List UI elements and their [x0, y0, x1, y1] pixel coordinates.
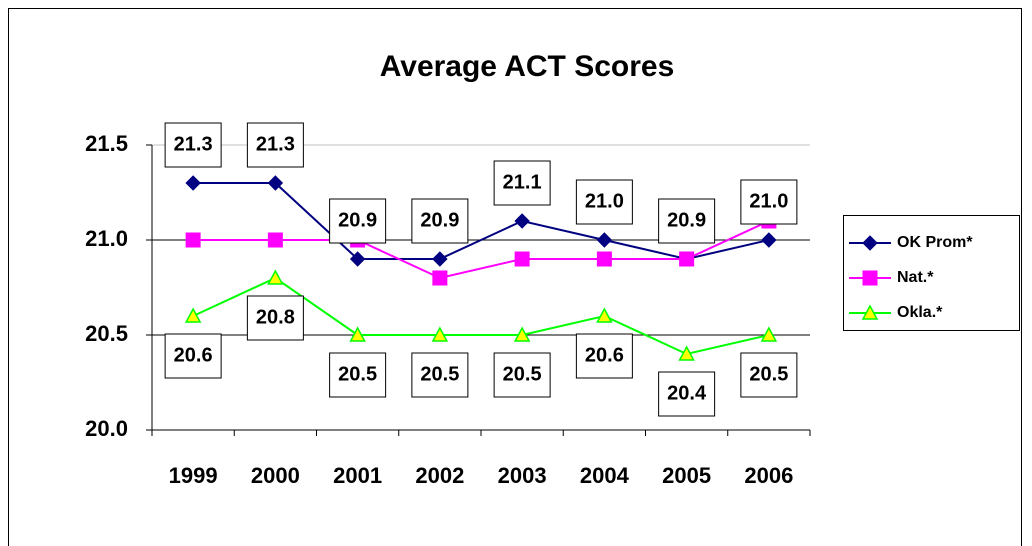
data-point: [267, 175, 284, 191]
x-tick-label: 2002: [415, 463, 464, 488]
legend-marker: [862, 270, 878, 286]
data-point: [513, 326, 531, 342]
x-tick-label: 1999: [169, 463, 218, 488]
x-tick-label: 2003: [498, 463, 547, 488]
data-point: [679, 251, 695, 267]
data-label-box: [411, 198, 469, 244]
data-point: [678, 345, 695, 361]
data-label: 20.5: [503, 363, 542, 385]
data-label-box: [740, 179, 798, 225]
data-point: [432, 251, 448, 267]
data-label-box: [575, 179, 633, 225]
x-tick-label: 2005: [662, 463, 711, 488]
chart-title: Average ACT Scores: [380, 50, 675, 83]
x-tick-label: 2001: [333, 463, 382, 488]
data-point: [514, 213, 530, 229]
data-point: [267, 269, 284, 285]
data-label: 20.5: [338, 363, 377, 385]
data-point: [760, 326, 778, 342]
data-label-box: [493, 352, 551, 398]
data-label: 21.3: [174, 133, 213, 155]
legend-label: Okla.*: [897, 304, 943, 321]
data-label: 20.9: [420, 209, 459, 231]
y-tick-label: 20.5: [85, 321, 128, 346]
data-label: 20.5: [749, 363, 788, 385]
data-label-box: [493, 160, 551, 206]
data-label-box: [658, 198, 716, 244]
data-label-box: [740, 352, 798, 398]
data-point: [596, 251, 612, 267]
data-point: [514, 251, 530, 267]
data-label-box: [658, 371, 716, 417]
data-label: 20.6: [585, 344, 624, 366]
data-point: [432, 270, 448, 286]
data-label-box: [411, 352, 469, 398]
data-point: [761, 232, 777, 248]
data-label: 20.9: [338, 209, 377, 231]
y-tick-label: 21.0: [85, 226, 128, 251]
data-label-box: [246, 122, 304, 168]
data-label-box: [164, 333, 222, 379]
data-point: [349, 326, 366, 342]
y-tick-label: 21.5: [85, 131, 128, 156]
series-line: [192, 276, 770, 356]
data-label: 20.4: [667, 382, 707, 404]
data-label-box: [164, 122, 222, 168]
x-tick-label: 2006: [744, 463, 793, 488]
y-tick-label: 20.0: [85, 416, 128, 441]
data-label: 20.9: [667, 209, 706, 231]
series-line: [193, 182, 770, 261]
data-label: 21.0: [749, 190, 788, 212]
data-label: 20.8: [256, 306, 295, 328]
data-label: 21.0: [585, 190, 624, 212]
data-point: [185, 175, 201, 191]
data-point: [185, 232, 201, 248]
data-point: [184, 307, 202, 323]
data-label: 20.6: [174, 344, 213, 366]
data-label-box: [329, 352, 387, 398]
data-point: [596, 307, 613, 323]
data-label-box: [575, 333, 633, 379]
data-point: [267, 232, 283, 248]
x-tick-label: 2000: [251, 463, 300, 488]
series-line: [193, 220, 770, 280]
legend-label: OK Prom*: [897, 234, 973, 251]
legend-marker: [862, 235, 878, 251]
data-point: [431, 326, 449, 342]
data-label-box: [246, 295, 304, 341]
data-point: [596, 232, 613, 248]
data-label: 21.1: [503, 171, 542, 193]
legend-marker: [861, 304, 879, 320]
data-label-box: [329, 198, 387, 244]
data-label: 21.3: [256, 133, 295, 155]
data-point: [349, 251, 366, 267]
legend-label: Nat.*: [897, 269, 934, 286]
data-label: 20.5: [420, 363, 459, 385]
x-tick-label: 2004: [580, 463, 630, 488]
